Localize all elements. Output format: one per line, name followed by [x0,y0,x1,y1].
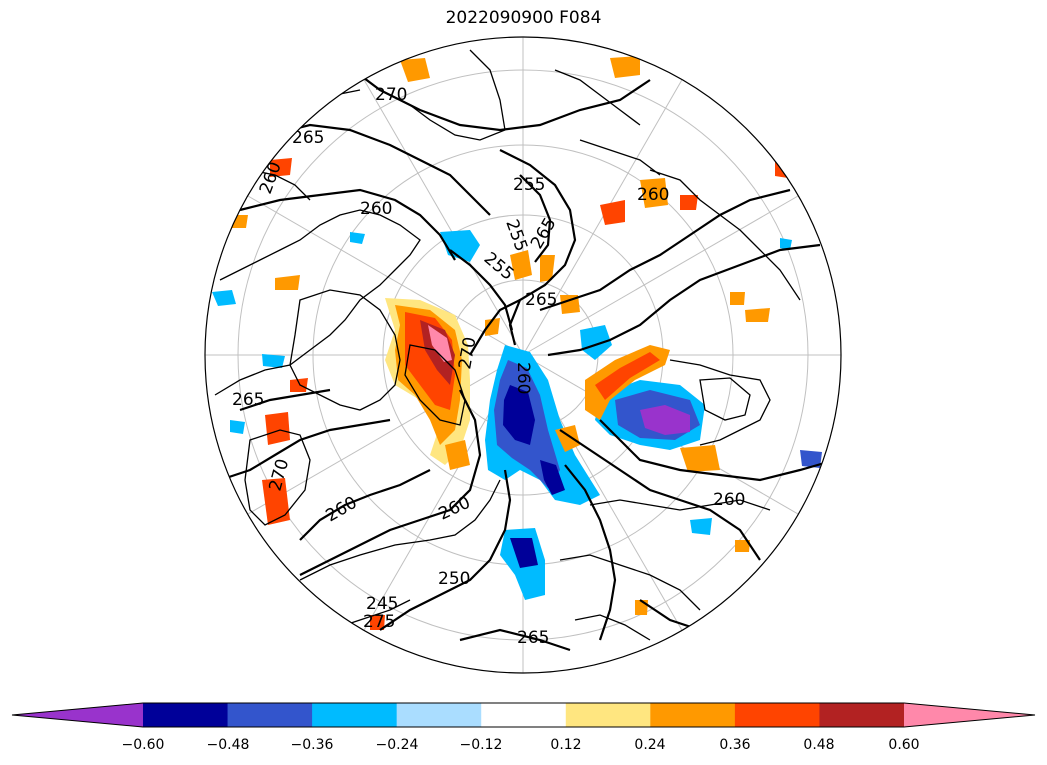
colorbar-segment [650,703,736,727]
colorbar-segment [143,703,229,727]
colorbar-tick: 0.24 [634,737,666,753]
contour-labels: 270 265 260 260 255 255 255 265 265 260 … [232,85,745,648]
colorbar-tick: −0.12 [459,737,503,753]
colorbar-segment [481,703,567,727]
positive-anomaly-shading [232,56,790,630]
colorbar-segment [227,703,313,727]
colorbar-tick: 0.36 [719,737,751,753]
colorbar-outline [11,702,1036,728]
colorbar [11,702,1036,728]
colorbar-segment [565,703,651,727]
contour-label: 265 [292,128,324,148]
contour-label: 275 [363,612,395,632]
colorbar-tick: −0.48 [206,737,250,753]
colorbar-tick: 0.60 [888,737,920,753]
contour-label: 270 [375,85,407,105]
colorbar-segment [396,703,482,727]
colorbar-segment [734,703,820,727]
colorbar-tick: −0.36 [290,737,334,753]
colorbar-extend-low [12,703,143,727]
map-border [204,36,842,674]
colorbar-tick: −0.24 [375,737,419,753]
map-title: 2022090900 F084 [445,8,602,28]
colorbar-extend-high [904,703,1035,727]
contour-label: 255 [513,175,545,195]
contour-label: 250 [438,569,470,589]
contour-label: 265 [232,390,264,410]
contour-label: 260 [713,490,745,510]
contour-label: 265 [525,290,557,310]
contour-label: 260 [360,199,392,219]
colorbar-tick: 0.12 [550,737,582,753]
contour-label: 245 [366,594,398,614]
colorbar-segment [819,703,905,727]
colorbar-segment [312,703,398,727]
colorbar-tick: −0.60 [121,737,165,753]
negative-anomaly-shading [212,230,822,600]
polar-map: 270 265 260 260 255 255 255 265 265 260 … [205,37,841,673]
colorbar-tick: 0.48 [803,737,835,753]
contour-label: 260 [513,362,533,394]
contour-label: 265 [517,628,549,648]
height-contours [219,59,836,652]
contour-label: 260 [637,185,669,205]
